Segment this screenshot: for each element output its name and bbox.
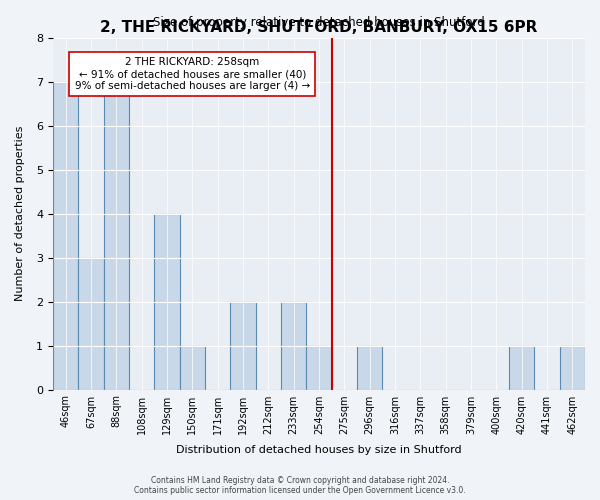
Bar — [357, 346, 382, 390]
Text: Size of property relative to detached houses in Shutford: Size of property relative to detached ho… — [153, 16, 485, 29]
Bar — [154, 214, 179, 390]
Bar — [179, 346, 205, 390]
Bar — [53, 82, 78, 390]
Bar — [560, 346, 585, 390]
Title: 2, THE RICKYARD, SHUTFORD, BANBURY, OX15 6PR: 2, THE RICKYARD, SHUTFORD, BANBURY, OX15… — [100, 20, 538, 35]
Bar — [78, 258, 104, 390]
Bar — [509, 346, 535, 390]
Bar — [281, 302, 307, 390]
Text: 2 THE RICKYARD: 258sqm
← 91% of detached houses are smaller (40)
9% of semi-deta: 2 THE RICKYARD: 258sqm ← 91% of detached… — [74, 58, 310, 90]
Bar — [230, 302, 256, 390]
Text: Contains HM Land Registry data © Crown copyright and database right 2024.
Contai: Contains HM Land Registry data © Crown c… — [134, 476, 466, 495]
Y-axis label: Number of detached properties: Number of detached properties — [15, 126, 25, 302]
X-axis label: Distribution of detached houses by size in Shutford: Distribution of detached houses by size … — [176, 445, 462, 455]
Bar — [307, 346, 332, 390]
Bar — [104, 82, 129, 390]
